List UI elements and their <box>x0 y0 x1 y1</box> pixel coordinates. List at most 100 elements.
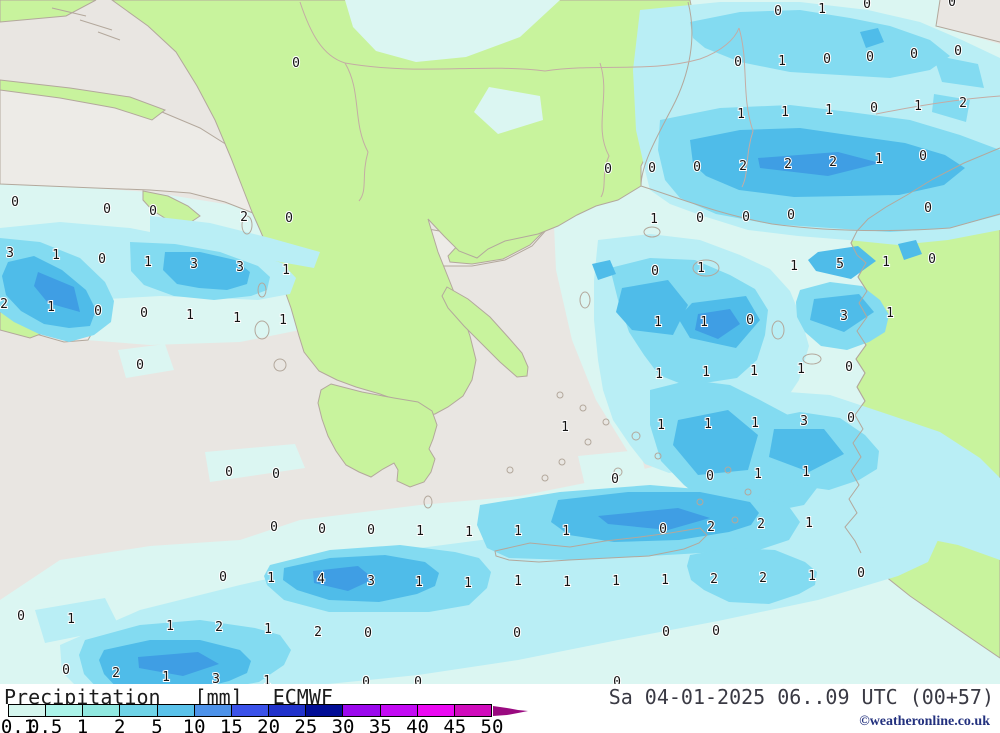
precip-value: 3 <box>190 257 198 272</box>
zakynthos-island <box>273 358 287 372</box>
precip-value: 0 <box>845 360 853 375</box>
precip-value: 0 <box>367 523 375 538</box>
scale-segment <box>156 705 194 716</box>
samos-island <box>802 353 822 365</box>
legend: Precipitation [mm] ECMWF Sa 04-01-2025 06.… <box>0 684 1000 733</box>
precip-value: 3 <box>6 246 14 261</box>
precip-value: 0 <box>648 161 656 176</box>
precip-value: 1 <box>802 465 810 480</box>
precip-value: 1 <box>737 107 745 122</box>
precip-value: 1 <box>702 365 710 380</box>
precip-value: 1 <box>704 417 712 432</box>
precip-value: 1 <box>52 248 60 263</box>
precip-value: 0 <box>746 313 754 328</box>
precip-value: 1 <box>661 573 669 588</box>
precip-value: 0 <box>712 624 720 639</box>
dodecanese-island <box>724 466 732 474</box>
scale-tick-label: 50 <box>480 716 504 733</box>
precip-value: 0 <box>823 52 831 67</box>
cyclades-island <box>558 458 566 466</box>
anatolia-coast <box>844 147 1000 554</box>
precip-value: 1 <box>751 416 759 431</box>
precip-value: 1 <box>464 576 472 591</box>
precip-value: 4 <box>317 572 325 587</box>
precip-value: 1 <box>263 674 271 689</box>
precip-value: 2 <box>784 157 792 172</box>
precip-value: 0 <box>734 55 742 70</box>
precip-value: 1 <box>162 670 170 685</box>
precip-value: 2 <box>314 625 322 640</box>
precip-value: 1 <box>808 569 816 584</box>
precip-value: 1 <box>818 2 826 17</box>
croatia-coast <box>0 0 97 23</box>
scale-tick-label: 0.5 <box>28 716 63 733</box>
precip-value: 0 <box>662 625 670 640</box>
scale-segment <box>305 705 343 716</box>
scale-segment <box>230 705 269 716</box>
scale-tick-label: 10 <box>182 716 206 733</box>
precip-value: 1 <box>186 308 194 323</box>
precip-value: 1 <box>514 524 522 539</box>
precip-value: 0 <box>292 56 300 71</box>
italy-adriatic-fringe <box>0 79 167 121</box>
precip-value: 2 <box>739 159 747 174</box>
copyright: ©weatheronline.co.uk <box>859 714 990 729</box>
dalmatian-islands <box>51 7 121 41</box>
precip-value: 1 <box>282 263 290 278</box>
marmara-coast <box>640 185 1000 232</box>
precip-value: 1 <box>416 524 424 539</box>
precip-value: 1 <box>654 315 662 330</box>
kefalonia-island <box>254 320 270 340</box>
precip-value: 0 <box>742 210 750 225</box>
precip-value: 2 <box>829 155 837 170</box>
precip-value: 0 <box>706 469 714 484</box>
precip-value: 3 <box>840 309 848 324</box>
precip-value: 0 <box>928 252 936 267</box>
precip-value: 1 <box>886 306 894 321</box>
black-sea-corner <box>936 0 1000 40</box>
precip-value: 0 <box>659 522 667 537</box>
map-canvas: 0 1 0 0 0 0 1 0 0 0 0 1 1 1 0 1 2 0 0 0 2 2 2 1 0 0 0 0 2 0 1 0 0 0 0 3 1 0 1 3… <box>0 0 1000 690</box>
precip-value: 1 <box>697 261 705 276</box>
values-layer: 0 1 0 0 0 0 1 0 0 0 0 1 1 1 0 1 2 0 0 0 2 2 2 1 0 0 0 0 2 0 1 0 0 0 0 3 1 0 1 3… <box>0 0 968 690</box>
cyclades-island <box>579 404 587 412</box>
precip-value: 0 <box>11 195 19 210</box>
scale-segment <box>416 705 454 716</box>
dodecanese-island <box>731 516 739 524</box>
precip-value: 0 <box>98 252 106 267</box>
scale-tick-label: 20 <box>257 716 281 733</box>
scale-segment <box>45 705 83 716</box>
precip-value: 1 <box>797 362 805 377</box>
scale-tick-label: 5 <box>151 716 163 733</box>
precip-value: 2 <box>757 517 765 532</box>
precip-value: 0 <box>414 675 422 690</box>
cyclades-island <box>541 474 549 482</box>
precip-value: 0 <box>910 47 918 62</box>
precip-value: 1 <box>655 367 663 382</box>
precip-value: 0 <box>219 570 227 585</box>
precip-value: 0 <box>94 304 102 319</box>
color-scale-bar <box>8 704 492 717</box>
precip-value: 0 <box>136 358 144 373</box>
cyclades-island <box>556 391 564 399</box>
precip-value: 1 <box>279 313 287 328</box>
scale-tick-label: 1 <box>76 716 89 733</box>
peloponnese-landmass <box>317 383 438 488</box>
cyclades-island <box>602 418 610 426</box>
scale-tick-label: 30 <box>331 716 355 733</box>
scale-segment <box>379 705 417 716</box>
precip-value: 2 <box>0 297 8 312</box>
scale-segment <box>119 705 157 716</box>
forecast-datetime: Sa 04-01-2025 06..09 UTC (00+57) <box>608 685 994 709</box>
precip-value: 1 <box>875 152 883 167</box>
precip-value: 1 <box>914 99 922 114</box>
precip-value: 2 <box>215 620 223 635</box>
scale-segment <box>9 705 46 716</box>
scale-segment <box>268 705 306 716</box>
precip-value: 3 <box>800 414 808 429</box>
precip-value: 1 <box>754 467 762 482</box>
precip-value: 0 <box>62 663 70 678</box>
precip-value: 1 <box>750 364 758 379</box>
precip-value: 0 <box>225 465 233 480</box>
